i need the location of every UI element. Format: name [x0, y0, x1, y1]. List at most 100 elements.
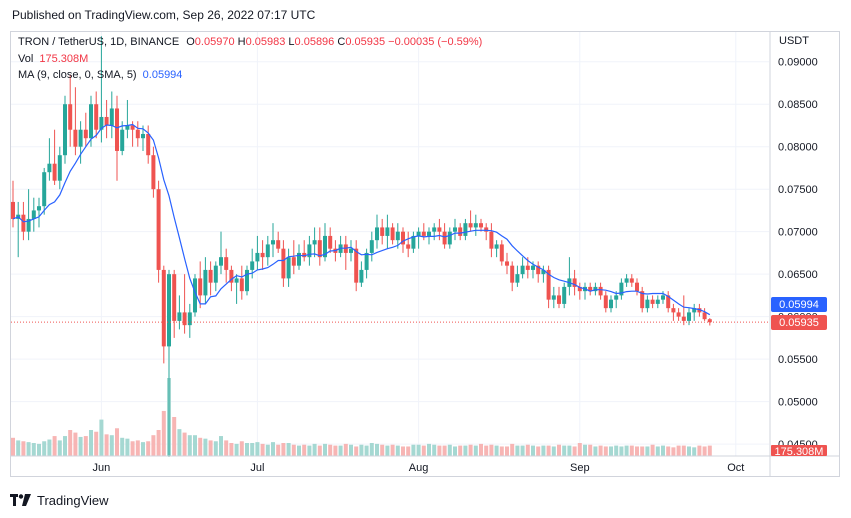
volume-bar [172, 417, 177, 456]
legend-open: 0.05970 [194, 36, 235, 48]
volume-bar [489, 444, 494, 456]
volume-bar [520, 445, 525, 456]
volume-bar [655, 446, 660, 456]
candle-body [624, 278, 629, 283]
volume-bar [312, 443, 317, 456]
volume-bar [473, 445, 478, 456]
candle-body [94, 104, 99, 130]
volume-bar [692, 447, 697, 456]
volume-bar [151, 435, 156, 456]
volume-bar [661, 445, 665, 456]
volume-bar [78, 436, 83, 456]
y-tick-label: 0.06500 [778, 269, 818, 281]
candle-body [463, 223, 468, 236]
legend-volume[interactable]: Vol 175.308M [18, 52, 88, 66]
candle-body [130, 125, 135, 130]
volume-bar [73, 432, 78, 456]
candle-body [89, 104, 93, 139]
volume-bar [297, 445, 301, 456]
candle-body [369, 240, 374, 253]
candle-body [224, 257, 229, 270]
candle-body [499, 244, 504, 262]
candle-body [83, 129, 88, 139]
volume-bar [510, 443, 515, 456]
volume-bar [265, 444, 270, 456]
candle-body [697, 308, 702, 313]
candle-body [557, 295, 561, 304]
price-currency-label[interactable]: USDT [779, 35, 809, 47]
candles [11, 36, 712, 457]
legend-moving-average[interactable]: MA (9, close, 0, SMA, 5) 0.05994 [18, 68, 182, 82]
x-tick-label: Jul [250, 462, 264, 474]
volume-bar [198, 437, 203, 456]
volume-bar [531, 445, 535, 456]
volume-bar [697, 445, 702, 456]
chart-frame[interactable] [10, 31, 840, 477]
volume-bar [276, 444, 281, 456]
legend-low: 0.05896 [294, 36, 335, 48]
legend-ohlc: TRON / TetherUS, 1D, BINANCE O0.05970 H0… [18, 35, 482, 49]
candle-body [541, 269, 546, 275]
legend-change: −0.00035 (−0.59%) [388, 36, 483, 48]
volume-bar [546, 445, 551, 456]
candle-body [395, 231, 400, 241]
volume-bar [551, 446, 556, 456]
candle-body [598, 286, 603, 296]
candle-body [11, 201, 15, 219]
y-axis-ticks: 0.045000.050000.055000.060000.065000.070… [778, 57, 818, 451]
candle-body [307, 244, 312, 258]
volume-bar [125, 438, 130, 456]
ma-line [12, 123, 711, 316]
volume-bar [219, 436, 223, 456]
volume-bar [182, 432, 187, 456]
volume-bar [395, 445, 400, 456]
candle-body [276, 240, 281, 249]
volume-bar [385, 445, 390, 456]
volume-bar [234, 443, 239, 456]
candle-body [271, 240, 275, 245]
candle-body [687, 312, 691, 321]
volume-bar [411, 444, 416, 456]
volume-bar [458, 445, 463, 456]
volume-bar [577, 443, 582, 456]
candle-body [135, 129, 140, 139]
volume-bar [317, 445, 322, 456]
volume-bar [416, 444, 421, 456]
volume-bar [208, 440, 213, 456]
candle-body [161, 269, 166, 347]
y-tick-label: 0.05500 [778, 354, 818, 366]
candle-body [551, 295, 556, 300]
y-tick-label: 0.08000 [778, 142, 818, 154]
candle-body [479, 223, 483, 228]
candle-body [349, 248, 353, 253]
candle-body [635, 282, 639, 292]
candle-body [146, 133, 151, 156]
candle-body [577, 286, 582, 292]
volume-bar [187, 435, 192, 456]
candle-body [572, 278, 577, 287]
volume-bar [26, 442, 31, 456]
volume-badge-value: 175.308M [775, 446, 824, 458]
candle-body [453, 227, 457, 232]
volume-bar [676, 445, 681, 456]
volume-bar [364, 445, 369, 456]
volume-bar [650, 444, 655, 456]
candle-body [401, 231, 405, 245]
volume-bar [479, 443, 483, 456]
grid-layer [11, 32, 769, 456]
candle-body [68, 104, 73, 130]
footer-brand[interactable]: TradingView [10, 491, 109, 509]
candle-body [260, 252, 265, 258]
candle-body [406, 244, 411, 249]
candle-body [208, 269, 213, 283]
volume-bar [213, 441, 218, 456]
candle-body [603, 295, 608, 309]
legend-symbol[interactable]: TRON / TetherUS, 1D, BINANCE [18, 36, 180, 48]
candle-body [239, 278, 244, 292]
volume-bar [42, 441, 47, 456]
volume-bar [135, 440, 140, 456]
volume-bar [109, 435, 114, 456]
volume-bar [499, 446, 504, 456]
candle-body [213, 265, 218, 283]
